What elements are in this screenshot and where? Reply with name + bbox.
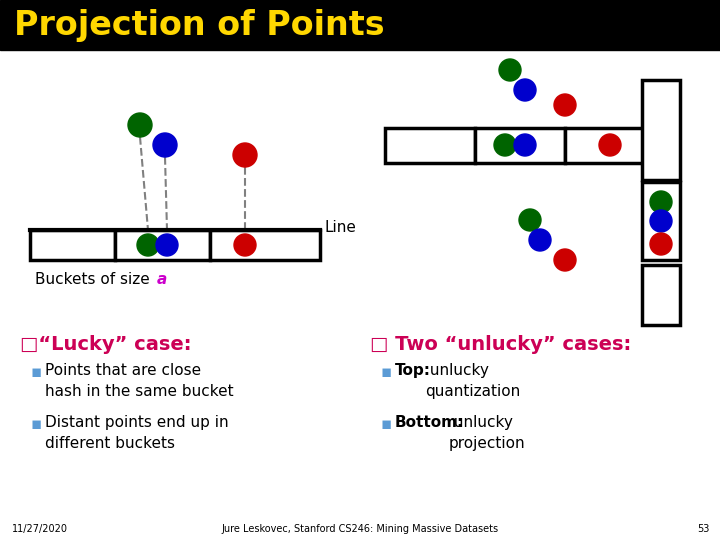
Text: Buckets of size: Buckets of size [35, 272, 155, 287]
Bar [30, 230, 115, 260]
Text: Points that are close
hash in the same bucket: Points that are close hash in the same b… [45, 363, 233, 399]
Text: unlucky
quantization: unlucky quantization [425, 363, 521, 399]
Text: Bottom:: Bottom: [395, 415, 464, 430]
Bar [642, 182, 680, 260]
Text: 11/27/2020: 11/27/2020 [12, 524, 68, 534]
Circle shape [650, 191, 672, 213]
Circle shape [234, 234, 256, 256]
Bar [210, 230, 320, 260]
Text: ▪: ▪ [380, 415, 391, 433]
Circle shape [156, 234, 178, 256]
Circle shape [128, 113, 152, 137]
Text: ▪: ▪ [380, 363, 391, 381]
Bar [0, 0, 720, 50]
Circle shape [519, 209, 541, 231]
Circle shape [599, 134, 621, 156]
Text: ▪: ▪ [30, 363, 41, 381]
Bar [115, 230, 210, 260]
Text: □“Lucky” case:: □“Lucky” case: [20, 335, 192, 354]
Text: Distant points end up in
different buckets: Distant points end up in different bucke… [45, 415, 229, 451]
Text: Line: Line [325, 220, 357, 235]
Circle shape [153, 133, 177, 157]
Text: a: a [157, 272, 167, 287]
Circle shape [529, 229, 551, 251]
Circle shape [494, 134, 516, 156]
Circle shape [233, 143, 257, 167]
Circle shape [650, 233, 672, 255]
Circle shape [554, 249, 576, 271]
Text: Top:: Top: [395, 363, 431, 378]
Circle shape [514, 79, 536, 101]
Bar [642, 80, 680, 180]
Circle shape [554, 94, 576, 116]
Text: 53: 53 [698, 524, 710, 534]
Text: □ Two “unlucky” cases:: □ Two “unlucky” cases: [370, 335, 631, 354]
Circle shape [650, 210, 672, 232]
Text: Projection of Points: Projection of Points [14, 9, 384, 42]
Circle shape [499, 59, 521, 81]
Circle shape [137, 234, 159, 256]
Circle shape [514, 134, 536, 156]
Bar [475, 127, 565, 163]
Bar [385, 127, 475, 163]
Bar [565, 127, 665, 163]
Text: ▪: ▪ [30, 415, 41, 433]
Text: unlucky
projection: unlucky projection [449, 415, 526, 451]
Text: Jure Leskovec, Stanford CS246: Mining Massive Datasets: Jure Leskovec, Stanford CS246: Mining Ma… [222, 524, 498, 534]
Bar [642, 265, 680, 325]
